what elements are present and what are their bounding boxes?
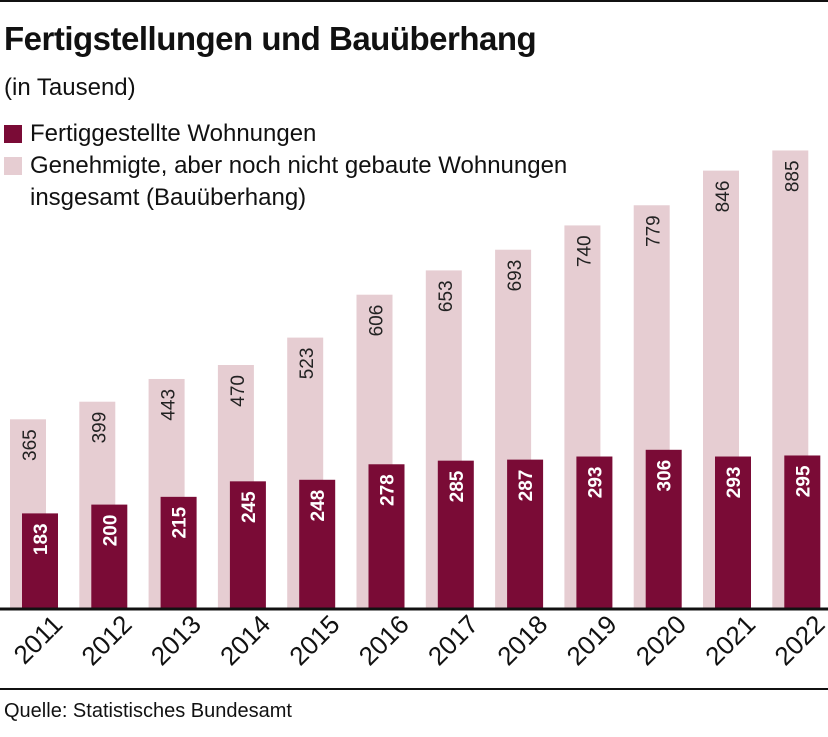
data-label-backlog-2016: 606 <box>367 305 388 337</box>
data-label-backlog-2011: 365 <box>20 429 41 461</box>
bar-chart: 365 183 2011 399 200 2012 443 215 2013 470 245 2014… <box>0 150 828 671</box>
data-label-completed-2014: 245 <box>239 491 260 523</box>
x-tick-label-2020: 2020 <box>630 609 692 671</box>
legend-swatch-completed <box>4 125 22 143</box>
data-label-backlog-2018: 693 <box>505 260 526 292</box>
data-label-backlog-2022: 885 <box>782 160 803 192</box>
legend: Fertiggestellte Wohnungen Genehmigte, ab… <box>4 118 670 214</box>
data-label-backlog-2014: 470 <box>228 375 249 407</box>
bar-completed-2011 <box>22 513 58 608</box>
legend-label-completed: Fertiggestellte Wohnungen <box>30 120 317 147</box>
x-tick-label-2015: 2015 <box>283 609 345 671</box>
source-note: Quelle: Statistisches Bundesamt <box>4 700 292 722</box>
data-label-completed-2016: 278 <box>378 474 399 506</box>
x-tick-label-2022: 2022 <box>768 609 828 671</box>
legend-label-backlog: Genehmigte, aber noch nicht gebaute Wohn… <box>30 152 568 211</box>
data-label-completed-2021: 293 <box>724 467 745 499</box>
data-label-completed-2015: 248 <box>308 490 329 522</box>
bar-completed-2021 <box>715 456 751 608</box>
x-tick-label-2016: 2016 <box>353 609 415 671</box>
x-tick-label-2021: 2021 <box>699 609 761 671</box>
data-label-backlog-2017: 653 <box>436 280 457 312</box>
legend-item-completed: Fertiggestellte Wohnungen <box>4 118 670 150</box>
bar-completed-2018 <box>507 459 544 608</box>
legend-swatch-backlog <box>4 157 22 175</box>
x-tick-label-2017: 2017 <box>422 609 484 671</box>
data-label-completed-2012: 200 <box>100 515 121 547</box>
top-rule <box>0 0 828 2</box>
chart-title: Fertigstellungen und Bauüberhang <box>4 20 537 57</box>
x-tick-label-2012: 2012 <box>75 609 137 671</box>
data-label-completed-2013: 215 <box>170 506 191 538</box>
bar-completed-2014 <box>229 481 266 608</box>
bar-completed-2012 <box>91 504 128 608</box>
chart-subtitle: (in Tausend) <box>4 74 136 101</box>
x-tick-label-2013: 2013 <box>145 609 207 671</box>
data-label-completed-2018: 287 <box>516 470 537 502</box>
data-label-completed-2022: 295 <box>793 465 814 497</box>
x-tick-label-2014: 2014 <box>214 609 276 671</box>
data-label-completed-2019: 293 <box>585 467 606 499</box>
legend-item-backlog: Genehmigte, aber noch nicht gebaute Wohn… <box>4 150 670 214</box>
bar-completed-2019 <box>576 456 613 608</box>
data-label-backlog-2020: 779 <box>644 215 665 247</box>
data-label-completed-2020: 306 <box>655 460 676 492</box>
bar-completed-2022 <box>784 455 821 608</box>
data-label-backlog-2015: 523 <box>297 348 318 380</box>
x-tick-label-2018: 2018 <box>491 609 553 671</box>
data-label-backlog-2012: 399 <box>89 412 110 444</box>
data-label-completed-2017: 285 <box>447 470 468 502</box>
bar-completed-2016 <box>368 464 405 608</box>
bottom-rule <box>0 688 828 690</box>
bar-completed-2013 <box>160 496 197 608</box>
x-tick-label-2019: 2019 <box>561 609 623 671</box>
bar-completed-2017 <box>437 460 474 608</box>
x-tick-label-2011: 2011 <box>7 609 68 670</box>
data-label-backlog-2019: 740 <box>574 235 595 267</box>
data-label-backlog-2013: 443 <box>159 389 180 421</box>
data-label-backlog-2021: 846 <box>713 181 734 213</box>
bar-completed-2015 <box>299 479 336 608</box>
bar-completed-2020 <box>645 449 682 608</box>
data-label-completed-2011: 183 <box>31 523 52 555</box>
